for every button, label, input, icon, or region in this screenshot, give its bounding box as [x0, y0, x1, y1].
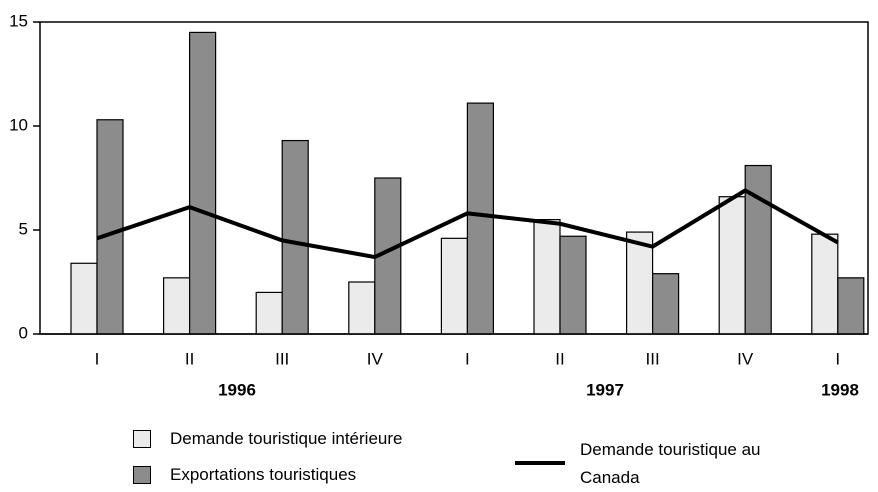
bar	[255, 291, 283, 335]
bar	[466, 102, 494, 335]
legend-swatch	[133, 466, 151, 484]
bar	[718, 196, 746, 335]
legend-line	[515, 461, 565, 465]
y-tick-label: 5	[19, 219, 28, 238]
x-tick-label: III	[646, 349, 660, 368]
x-tick-label: II	[185, 349, 194, 368]
x-tick-label: I	[465, 349, 470, 368]
year-label: 1998	[821, 380, 859, 399]
bar	[189, 31, 217, 335]
x-tick-label: IV	[367, 349, 384, 368]
legend-label: Exportations touristiques	[170, 465, 357, 484]
x-tick-label: IV	[737, 349, 754, 368]
y-tick-label: 15	[9, 11, 28, 30]
legend-label: Demande touristique intérieure	[170, 429, 403, 448]
legend-swatch	[133, 430, 151, 448]
x-tick-label: I	[835, 349, 840, 368]
year-label: 1996	[218, 380, 256, 399]
bar	[533, 219, 561, 335]
legend-label: Demande touristique au Canada	[580, 440, 761, 487]
year-label: 1997	[586, 380, 624, 399]
bar	[837, 277, 865, 335]
bar	[440, 237, 468, 335]
bar	[348, 281, 376, 335]
y-tick-label: 0	[19, 323, 28, 342]
y-tick-label: 10	[9, 115, 28, 134]
bar	[281, 139, 309, 335]
bar	[163, 277, 191, 335]
x-tick-label: I	[95, 349, 100, 368]
bar	[811, 233, 839, 335]
bar	[625, 231, 654, 335]
bar	[70, 262, 98, 335]
bar	[651, 273, 680, 335]
x-tick-label: III	[275, 349, 289, 368]
x-tick-label: II	[555, 349, 564, 368]
line	[96, 188, 839, 260]
bar	[96, 119, 124, 335]
bar	[559, 235, 587, 335]
